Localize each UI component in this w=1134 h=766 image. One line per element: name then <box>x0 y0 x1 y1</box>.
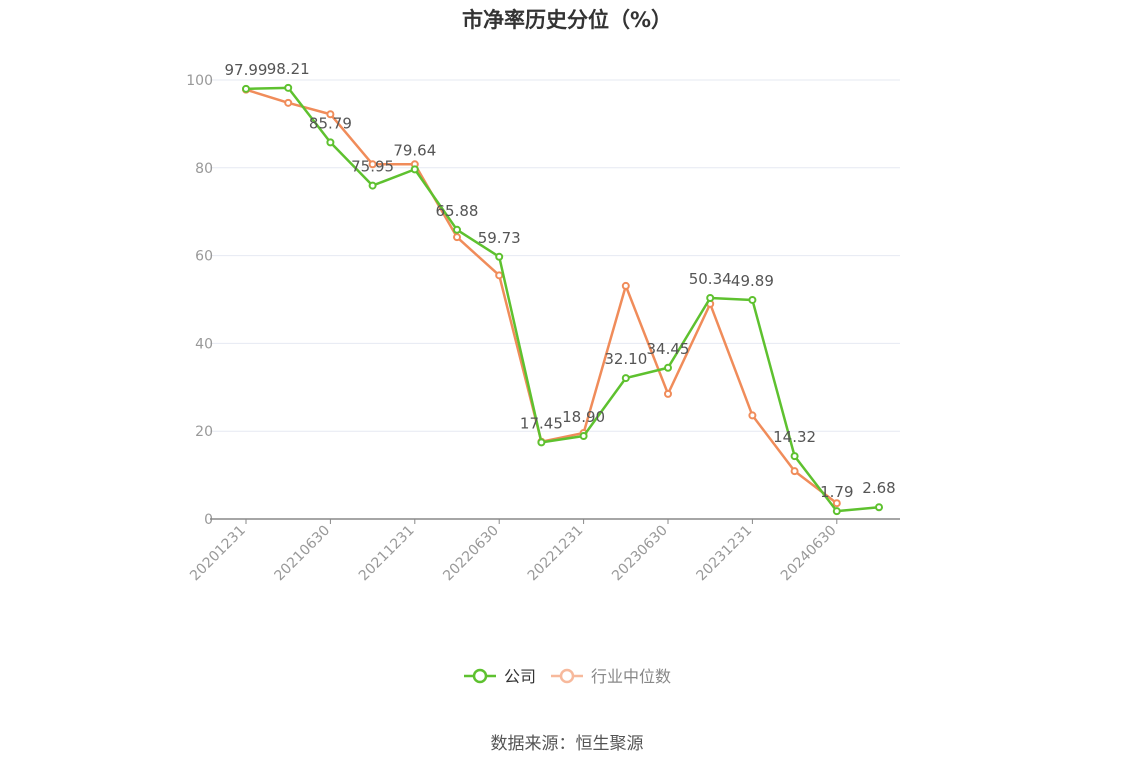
data-point <box>621 374 630 383</box>
y-tick-label: 60 <box>195 249 213 265</box>
legend: 公司 行业中位数 <box>464 667 671 686</box>
legend-item-industry-median[interactable]: 行业中位数 <box>551 667 671 686</box>
data-point <box>242 84 250 93</box>
data-point <box>284 98 293 107</box>
data-point <box>579 432 588 441</box>
data-label: 79.64 <box>393 141 436 159</box>
data-point <box>326 138 335 147</box>
source-text: 数据来源：恒生聚源 <box>490 734 644 754</box>
x-tick-label: 20210630 <box>272 523 334 585</box>
x-tick-label: 20201231 <box>187 523 249 585</box>
data-label: 75.95 <box>351 158 394 176</box>
x-tick-label: 20240630 <box>778 523 840 585</box>
data-point <box>706 294 715 303</box>
data-point <box>621 281 630 290</box>
legend-swatch-marker <box>472 668 488 684</box>
data-point <box>410 165 419 174</box>
data-point <box>664 363 672 372</box>
data-label: 49.89 <box>731 272 774 290</box>
data-label: 59.73 <box>478 229 521 247</box>
data-point <box>748 295 757 304</box>
data-label: 1.79 <box>820 483 853 501</box>
data-point <box>453 233 461 242</box>
data-label: 2.68 <box>862 479 895 497</box>
x-tick-label: 20211231 <box>356 523 418 585</box>
data-point <box>495 252 504 261</box>
data-point <box>790 452 799 461</box>
y-tick-label: 20 <box>195 424 213 440</box>
y-tick-label: 100 <box>186 73 213 89</box>
data-point <box>537 438 546 447</box>
data-point <box>453 225 461 234</box>
data-label: 34.45 <box>647 340 690 358</box>
legend-label: 行业中位数 <box>591 667 671 686</box>
data-label: 98.21 <box>267 60 310 78</box>
x-tick-label: 20220630 <box>440 523 502 585</box>
axes: 0 20 40 60 80 100 20201231 20210630 20211231 2022… <box>186 73 900 584</box>
data-point <box>748 411 757 420</box>
data-point <box>284 83 293 92</box>
data-point <box>664 389 672 398</box>
legend-label: 公司 <box>504 667 536 686</box>
data-point <box>790 467 799 476</box>
y-tick-label: 40 <box>195 336 213 352</box>
x-tick-label: 20231231 <box>694 523 756 585</box>
data-label: 85.79 <box>309 114 352 132</box>
y-tick-label: 80 <box>195 161 213 177</box>
series-line-company <box>245 86 880 513</box>
data-label: 65.88 <box>436 202 479 220</box>
legend-item-company[interactable]: 公司 <box>464 667 536 686</box>
data-point <box>368 181 377 190</box>
data-label: 32.10 <box>604 350 647 368</box>
x-tick-label: 20221231 <box>525 523 587 585</box>
y-tick-label: 0 <box>204 512 213 528</box>
data-point <box>832 507 841 516</box>
data-label: 97.99 <box>225 61 268 79</box>
chart-title: 市净率历史分位（%） <box>461 8 673 32</box>
x-tick-label: 20230630 <box>609 523 671 585</box>
legend-swatch-marker <box>559 668 575 684</box>
data-label: 17.45 <box>520 414 563 432</box>
data-point <box>368 160 377 169</box>
data-point <box>875 503 883 512</box>
series-lines <box>242 83 883 516</box>
data-point <box>326 110 335 119</box>
data-point <box>495 271 504 280</box>
data-point <box>832 499 841 508</box>
data-label: 14.32 <box>773 428 816 446</box>
data-label: 18.90 <box>562 408 605 426</box>
grid-lines <box>210 79 900 432</box>
data-label: 50.34 <box>689 270 732 288</box>
